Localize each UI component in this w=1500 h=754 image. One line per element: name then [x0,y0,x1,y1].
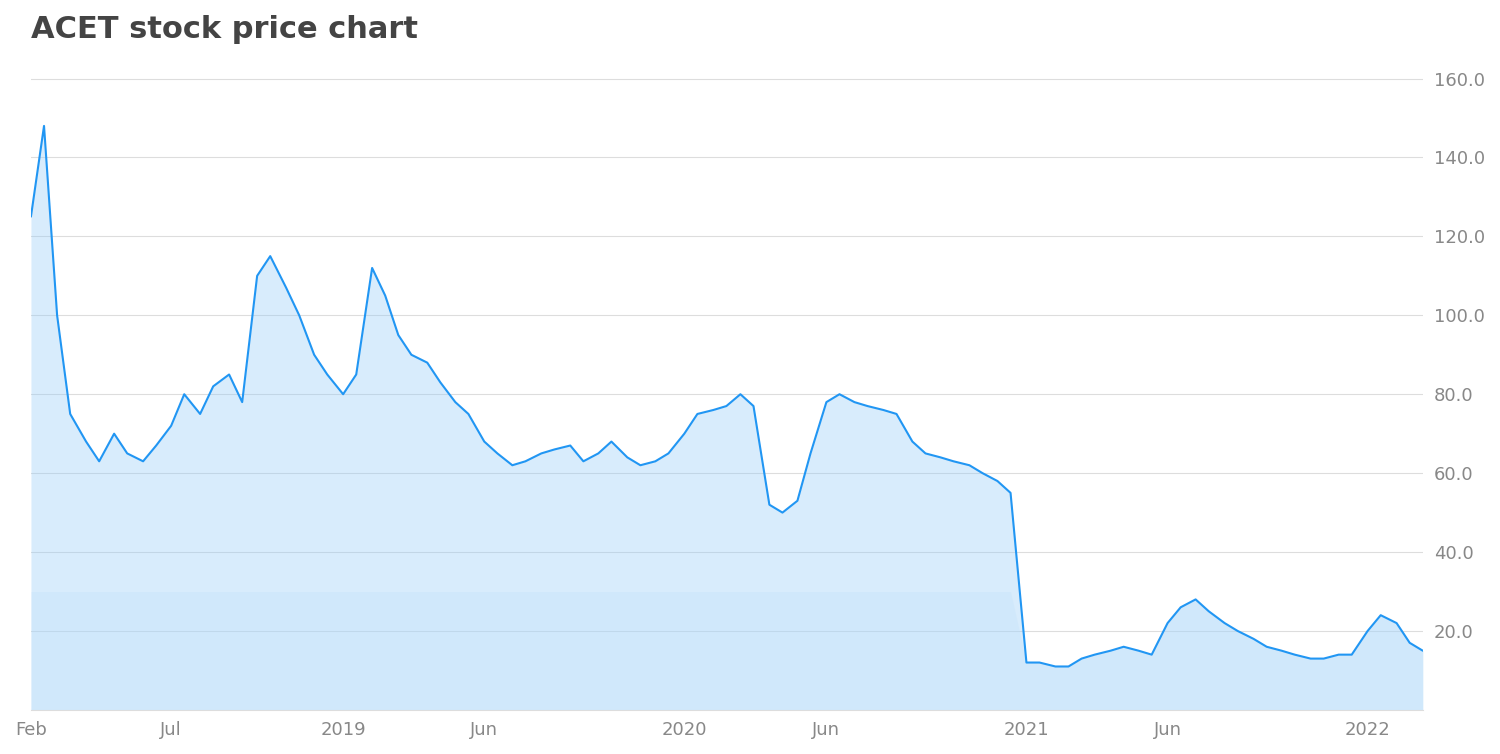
Text: ACET stock price chart: ACET stock price chart [32,15,418,44]
